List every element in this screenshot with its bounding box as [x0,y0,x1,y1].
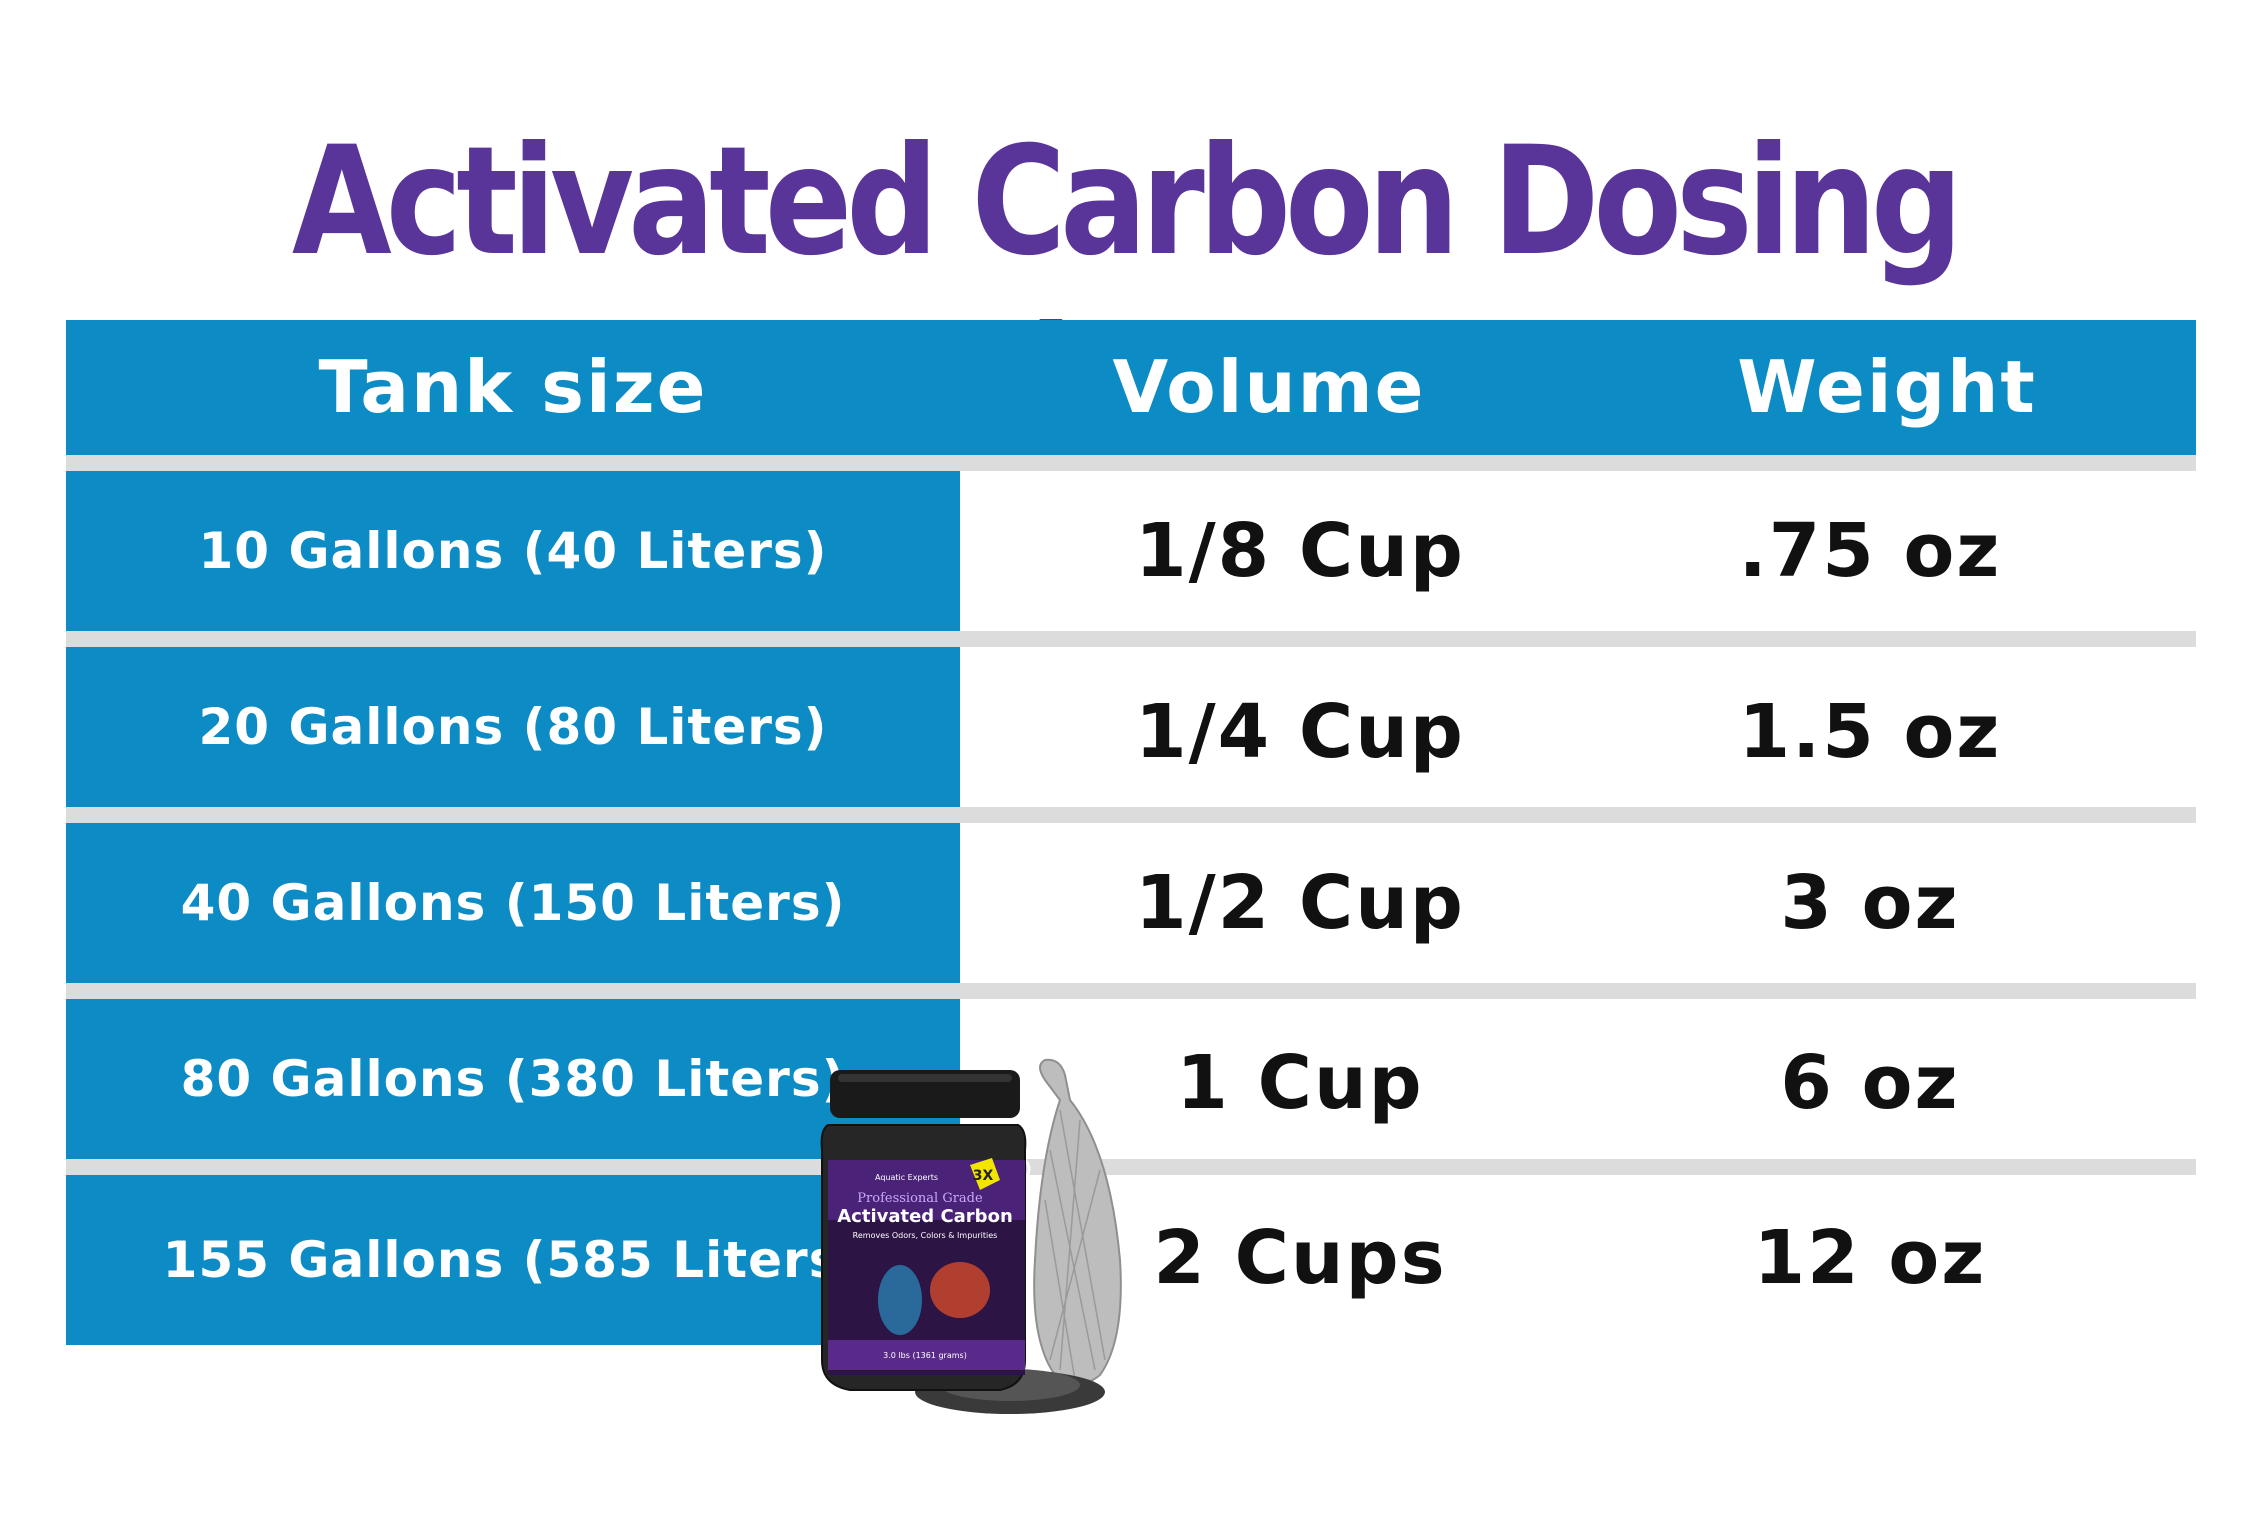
jar-weight-label: 3.0 lbs (1361 grams) [883,1351,967,1360]
volume-cell: 1/4 Cup [1135,689,1465,775]
product-name-label: Activated Carbon [837,1206,1013,1227]
header-tank-size: Tank size [318,345,708,429]
table-header: Tank size Volume Weight [66,320,2196,455]
row-separator [66,807,2196,823]
volume-cell: 1 Cup [1176,1040,1424,1126]
tagline-label: Removes Odors, Colors & Impurities [853,1231,998,1240]
tank-size-cell: 80 Gallons (380 Liters) [180,1050,846,1108]
product-jar-image: 3X Aquatic Experts Professional Grade Ac… [820,1058,1122,1414]
header-weight: Weight [1737,345,2037,429]
table-row: 20 Gallons (80 Liters) [66,647,960,807]
weight-cell: 1.5 oz [1738,689,2002,775]
tank-size-cell: 20 Gallons (80 Liters) [198,698,828,756]
badge-label: 3X [973,1168,994,1184]
volume-cell: 1/8 Cup [1135,508,1465,594]
brand-label: Aquatic Experts [875,1173,938,1182]
volume-cell: 1/2 Cup [1135,860,1465,946]
grade-label: Professional Grade [857,1191,983,1206]
table-row: 80 Gallons (380 Liters) [66,999,960,1159]
row-separator [66,1159,2196,1175]
weight-cell: .75 oz [1738,508,2002,594]
jar-icon: 3X Aquatic Experts Professional Grade Ac… [820,1070,1027,1391]
row-separator [66,983,2196,999]
mesh-bag-icon [1015,1058,1122,1386]
weight-cell: 6 oz [1780,1040,1960,1126]
row-separator [66,455,2196,471]
tank-size-cell: 155 Gallons (585 Liters) [162,1231,864,1289]
tank-size-cell: 40 Gallons (150 Liters) [180,874,846,932]
table-row: 10 Gallons (40 Liters) [66,471,960,631]
table-row: 40 Gallons (150 Liters) [66,823,960,983]
tank-size-cell: 10 Gallons (40 Liters) [198,522,828,580]
weight-cell: 12 oz [1753,1215,1987,1301]
row-separator [66,631,2196,647]
weight-cell: 3 oz [1780,860,1960,946]
header-volume: Volume [1112,345,1426,429]
table-row: 155 Gallons (585 Liters) [66,1175,960,1345]
volume-cell: 2 Cups [1153,1215,1447,1301]
